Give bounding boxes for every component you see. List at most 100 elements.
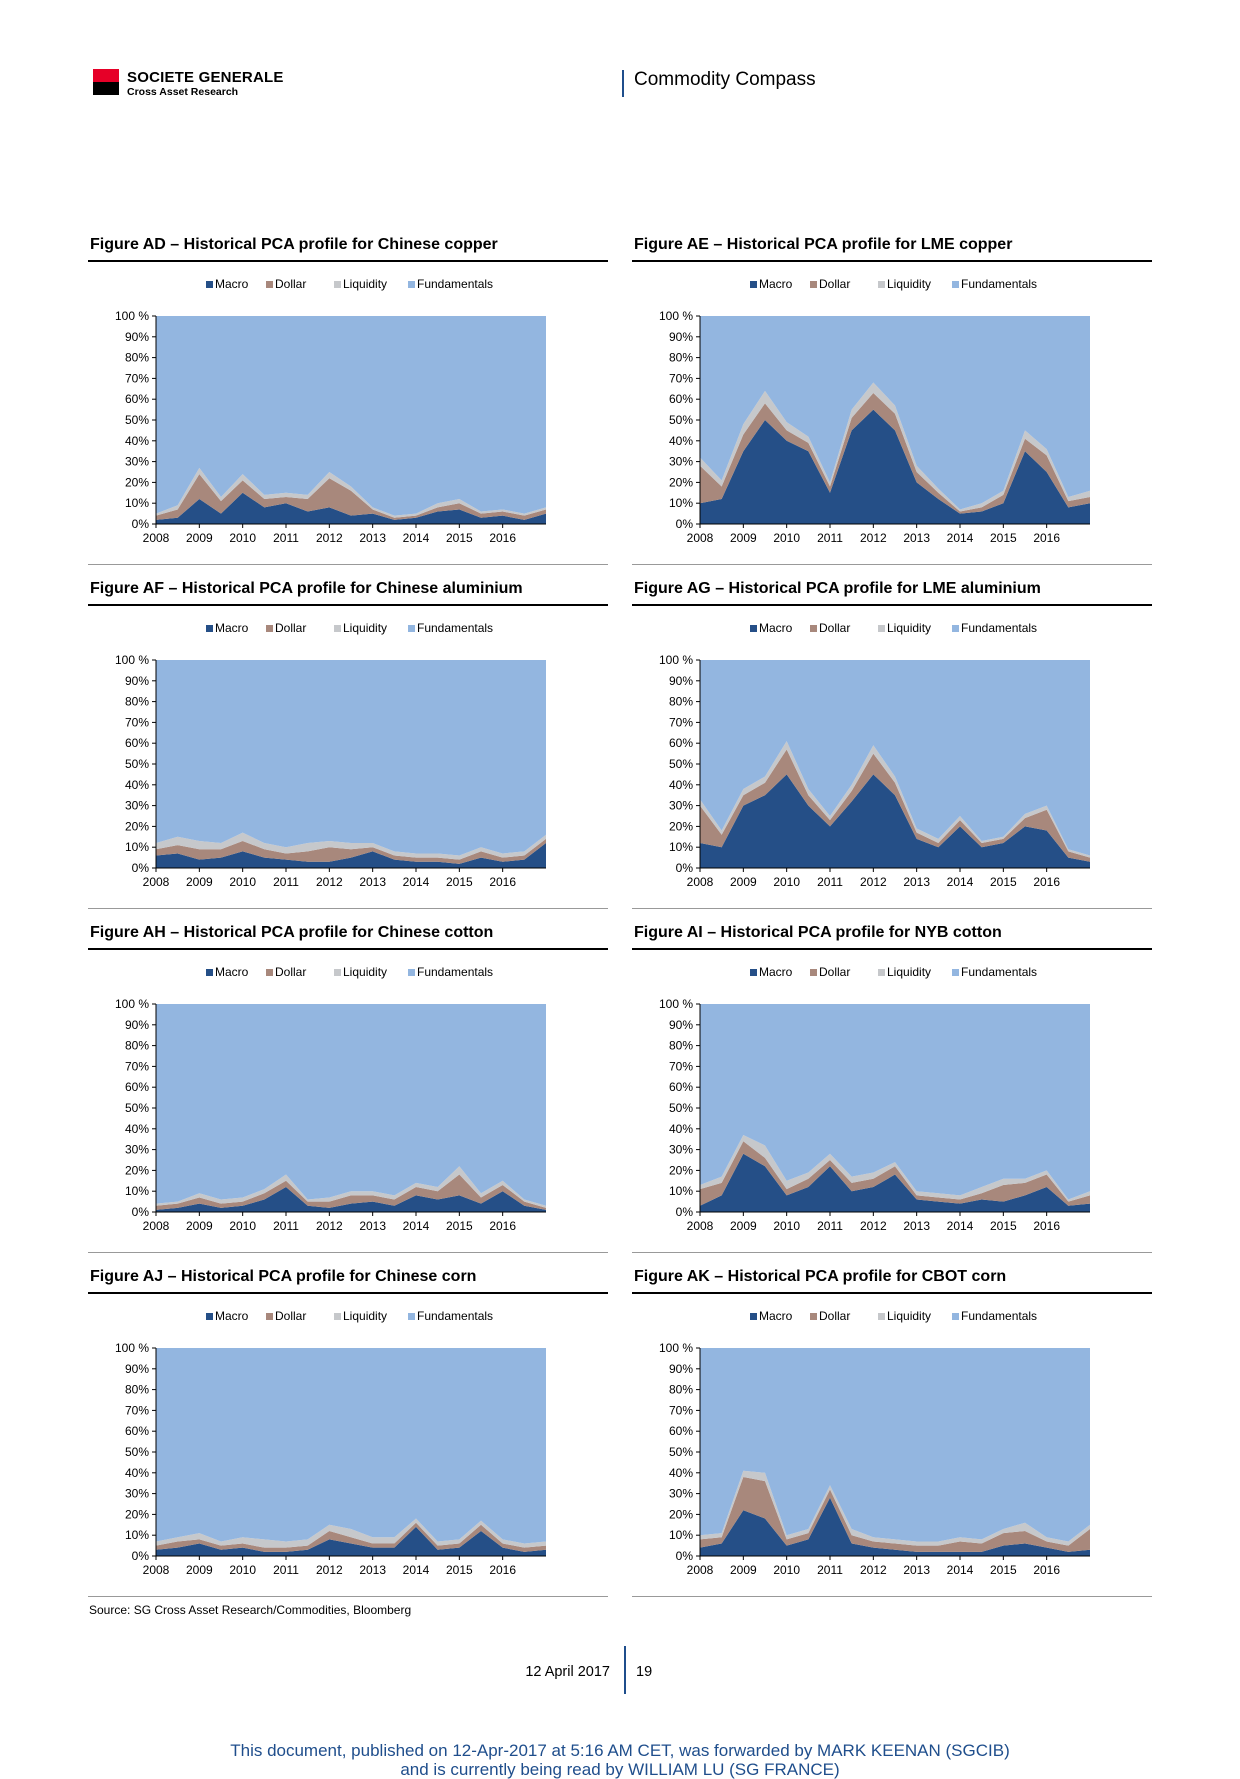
y-tick-label: 10% [125, 1528, 149, 1542]
legend-swatch-liquidity [334, 1313, 341, 1320]
legend-label-macro: Macro [215, 965, 249, 979]
y-tick-label: 0% [132, 861, 150, 875]
forwarding-banner: This document, published on 12-Apr-2017 … [0, 1741, 1240, 1779]
figure-ae: Figure AE – Historical PCA profile for L… [632, 236, 1152, 571]
y-tick-label: 10% [125, 1184, 149, 1198]
x-tick-label: 2013 [359, 1563, 386, 1577]
legend-label-macro: Macro [759, 277, 793, 291]
area-macro [156, 492, 546, 524]
x-tick-label: 2008 [143, 1219, 170, 1233]
y-tick-label: 50% [125, 757, 149, 771]
legend-label-dollar: Dollar [275, 277, 306, 291]
x-tick-label: 2016 [489, 875, 516, 889]
legend-swatch-dollar [266, 625, 273, 632]
figure-ah: Figure AH – Historical PCA profile for C… [88, 924, 608, 1259]
y-tick-label: 20% [125, 1507, 149, 1521]
legend-label-liquidity: Liquidity [343, 621, 387, 635]
y-tick-label: 0% [676, 1205, 694, 1219]
legend-swatch-macro [750, 625, 757, 632]
legend-swatch-liquidity [334, 281, 341, 288]
y-tick-label: 50% [669, 413, 693, 427]
x-tick-label: 2014 [947, 875, 974, 889]
figure-ag: Figure AG – Historical PCA profile for L… [632, 580, 1152, 915]
x-tick-label: 2013 [359, 875, 386, 889]
figure-bottom-rule [632, 908, 1152, 909]
y-tick-label: 100 % [115, 1341, 149, 1355]
legend-label-dollar: Dollar [819, 277, 850, 291]
figure-bottom-rule [88, 564, 608, 565]
y-tick-label: 70% [125, 371, 149, 385]
x-tick-label: 2015 [990, 1219, 1017, 1233]
legend-swatch-fundamentals [408, 625, 415, 632]
x-tick-label: 2012 [860, 875, 887, 889]
y-tick-label: 60% [669, 736, 693, 750]
x-tick-label: 2015 [446, 531, 473, 545]
brand-name: SOCIETE GENERALE [127, 69, 284, 86]
figure-bottom-rule [88, 1596, 608, 1597]
header-divider [622, 70, 624, 97]
figure-bottom-rule [632, 1596, 1152, 1597]
figure-title: Figure AJ – Historical PCA profile for C… [90, 1268, 477, 1285]
x-tick-label: 2016 [489, 531, 516, 545]
x-tick-label: 2016 [1033, 875, 1060, 889]
legend-swatch-dollar [266, 281, 273, 288]
y-tick-label: 100 % [115, 997, 149, 1011]
legend-swatch-dollar [810, 625, 817, 632]
figure-top-rule [632, 604, 1152, 606]
y-tick-label: 0% [132, 1549, 150, 1563]
y-tick-label: 30% [125, 799, 149, 813]
y-tick-label: 70% [669, 1059, 693, 1073]
area-dollar [700, 1476, 1090, 1552]
y-tick-label: 10% [125, 840, 149, 854]
area-dollar [156, 1174, 546, 1210]
area-liquidity [156, 832, 546, 860]
figure-ai: Figure AI – Historical PCA profile for N… [632, 924, 1152, 1259]
area-dollar [156, 474, 546, 520]
x-tick-label: 2012 [860, 1219, 887, 1233]
legend-swatch-liquidity [878, 281, 885, 288]
y-tick-label: 60% [669, 392, 693, 406]
legend-swatch-dollar [810, 1313, 817, 1320]
legend-label-macro: Macro [759, 1309, 793, 1323]
area-macro [700, 1497, 1090, 1556]
legend-label-fundamentals: Fundamentals [961, 277, 1037, 291]
legend-swatch-macro [206, 969, 213, 976]
pca-chart: Macro Dollar Liquidity Fundamentals 0% 10% 20%… [659, 621, 1090, 889]
area-fundamentals [156, 1004, 546, 1206]
source-note: Source: SG Cross Asset Research/Commodit… [89, 1603, 412, 1617]
legend-label-macro: Macro [215, 621, 249, 635]
legend-swatch-liquidity [334, 969, 341, 976]
legend-swatch-macro [750, 281, 757, 288]
x-tick-label: 2013 [903, 531, 930, 545]
area-dollar [700, 1141, 1090, 1206]
footer-divider [624, 1646, 626, 1694]
figure-af: Figure AF – Historical PCA profile for C… [88, 580, 608, 915]
x-tick-label: 2013 [359, 1219, 386, 1233]
area-dollar [700, 749, 1090, 862]
legend-swatch-fundamentals [952, 625, 959, 632]
y-tick-label: 80% [125, 1383, 149, 1397]
x-tick-label: 2008 [687, 875, 714, 889]
y-tick-label: 0% [676, 1549, 694, 1563]
y-tick-label: 50% [125, 413, 149, 427]
figure-top-rule [632, 1292, 1152, 1294]
area-liquidity [156, 1166, 546, 1208]
x-tick-label: 2014 [403, 531, 430, 545]
x-tick-label: 2008 [687, 1219, 714, 1233]
x-tick-label: 2008 [687, 531, 714, 545]
y-tick-label: 40% [669, 778, 693, 792]
y-tick-label: 30% [669, 799, 693, 813]
legend-label-liquidity: Liquidity [887, 621, 931, 635]
x-tick-label: 2015 [446, 1219, 473, 1233]
y-tick-label: 100 % [659, 1341, 693, 1355]
legend-swatch-fundamentals [952, 281, 959, 288]
legend-label-liquidity: Liquidity [887, 965, 931, 979]
figure-top-rule [632, 260, 1152, 262]
x-tick-label: 2016 [1033, 531, 1060, 545]
y-tick-label: 100 % [115, 309, 149, 323]
legend-label-fundamentals: Fundamentals [417, 965, 493, 979]
legend-label-liquidity: Liquidity [887, 277, 931, 291]
y-tick-label: 90% [669, 1362, 693, 1376]
area-liquidity [700, 382, 1090, 512]
figure-bottom-rule [88, 908, 608, 909]
